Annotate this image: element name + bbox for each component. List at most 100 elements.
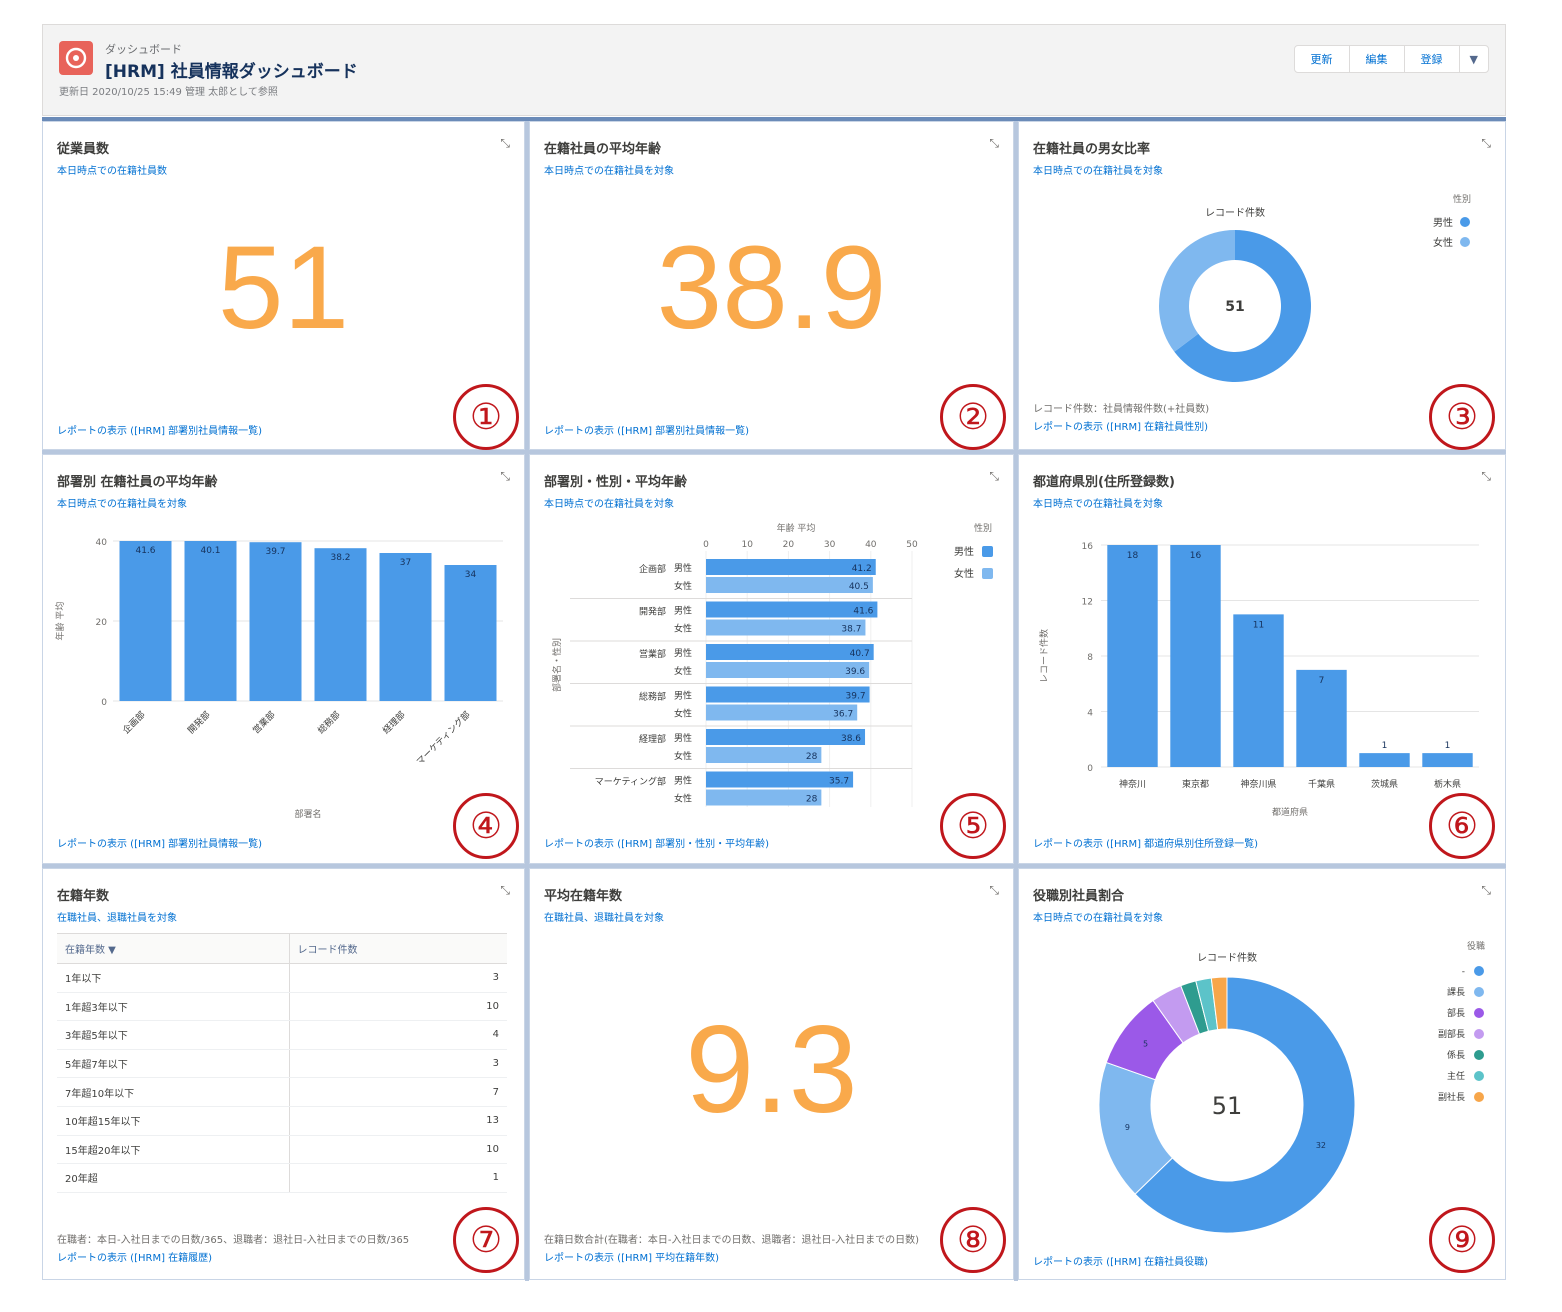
- legend-label: 男性: [1433, 216, 1453, 229]
- view-report-link[interactable]: レポートの表示 ([HRM] 部署別・性別・平均年齢): [544, 839, 770, 850]
- view-report-link[interactable]: レポートの表示 ([HRM] 部署別社員情報一覧): [57, 426, 263, 437]
- legend-swatch: [982, 568, 993, 579]
- sub-label: 男性: [674, 690, 692, 702]
- legend-dot: [1474, 1029, 1484, 1039]
- tile-subtitle: 本日時点での在籍社員を対象: [57, 499, 187, 510]
- bar-value-label: 38.2: [330, 553, 350, 563]
- table-row: 10年超15年以下 13: [57, 1106, 507, 1136]
- x-tick-label: 総務部: [315, 709, 343, 737]
- view-report-link[interactable]: レポートの表示 ([HRM] 在籍社員性別): [1033, 422, 1209, 433]
- table-row: 15年超20年以下 10: [57, 1135, 507, 1165]
- sub-label: 男性: [674, 775, 692, 787]
- tile-subtitle: 本日時点での在籍社員を対象: [1033, 913, 1163, 924]
- x-tick-label: 神奈川: [1119, 778, 1146, 790]
- view-report-link[interactable]: レポートの表示 ([HRM] 部署別社員情報一覧): [57, 839, 263, 850]
- slice-value-label: 5: [1143, 1040, 1148, 1049]
- y-axis-label: 年齢 平均: [54, 602, 66, 641]
- bar: [706, 577, 873, 593]
- donut-slice-0: [1174, 230, 1311, 382]
- table-row: 5年超7年以下 3: [57, 1049, 507, 1079]
- table-row: 20年超 1: [57, 1163, 507, 1193]
- tenure-table: 在籍年数 ▼ レコード件数 1年以下 3 1年超3年以下 10 3年超5年以下 4 5…: [57, 933, 507, 1193]
- sub-label: 女性: [674, 793, 692, 805]
- bar-value-label: 39.7: [265, 547, 285, 557]
- bar: [1296, 669, 1347, 767]
- x-tick-label: 神奈川県: [1240, 778, 1276, 790]
- legend-label: 副部長: [1438, 1028, 1465, 1040]
- refresh-button[interactable]: 更新: [1295, 46, 1350, 72]
- x-tick-label: 開発部: [185, 709, 213, 737]
- tile-subtitle: 本日時点での在籍社員を対象: [544, 499, 674, 510]
- bar: [706, 662, 870, 678]
- bar: [706, 619, 866, 636]
- y-tick-label: 8: [1087, 653, 1093, 663]
- x-tick-label: 20: [783, 540, 795, 550]
- view-report-link[interactable]: レポートの表示 ([HRM] 都道府県別住所登録一覧): [1033, 839, 1259, 850]
- view-report-link[interactable]: レポートの表示 ([HRM] 平均在籍年数): [544, 1253, 720, 1264]
- edit-button[interactable]: 編集: [1350, 46, 1405, 72]
- tile-subtitle: 本日時点での在籍社員を対象: [544, 166, 674, 177]
- row-value: 10: [289, 992, 507, 1022]
- expand-icon[interactable]: ⤡: [500, 883, 510, 897]
- column-header-count[interactable]: レコード件数: [289, 933, 507, 964]
- bar: [706, 686, 870, 703]
- category-label: 営業部: [639, 648, 666, 660]
- y-tick-label: 12: [1082, 598, 1093, 608]
- bar: [1170, 545, 1221, 767]
- bar: [706, 729, 866, 745]
- view-report-link[interactable]: レポートの表示 ([HRM] 在籍社員役職): [1033, 1257, 1209, 1268]
- annotation-badge: ④: [453, 793, 519, 859]
- more-actions-dropdown[interactable]: ▼: [1469, 52, 1478, 66]
- x-tick-label: 東京都: [1182, 778, 1209, 790]
- bar-value-label: 1: [1445, 741, 1451, 751]
- expand-icon[interactable]: ⤡: [989, 883, 999, 897]
- tile-prefecture: 都道府県別(住所登録数) 本日時点での在籍社員を対象 ⤡ 0 4 8 12 16 レコード…: [1018, 454, 1506, 864]
- expand-icon[interactable]: ⤡: [989, 136, 999, 150]
- row-label: 1年以下: [57, 963, 290, 993]
- category-label: 開発部: [639, 606, 666, 618]
- x-tick-label: 10: [741, 540, 753, 550]
- dashboard-app-icon: [59, 41, 93, 75]
- subscribe-button[interactable]: 登録: [1405, 46, 1460, 72]
- annotation-badge: ⑥: [1429, 793, 1495, 859]
- metric-value: 51: [217, 222, 350, 354]
- expand-icon[interactable]: ⤡: [1481, 883, 1491, 897]
- row-value: 3: [289, 1049, 507, 1079]
- legend-dot: [1474, 987, 1484, 997]
- row-label: 1年超3年以下: [57, 992, 290, 1022]
- header-button-group: 更新 編集 登録 ▼: [1293, 45, 1489, 73]
- bar-value-label: 16: [1190, 551, 1202, 561]
- row-value: 4: [289, 1020, 507, 1050]
- view-report-link[interactable]: レポートの表示 ([HRM] 部署別社員情報一覧): [544, 426, 750, 437]
- table-row: 3年超5年以下 4: [57, 1020, 507, 1050]
- row-label: 10年超15年以下: [57, 1106, 290, 1136]
- column-header-tenure[interactable]: 在籍年数 ▼: [57, 933, 290, 964]
- sub-label: 男性: [674, 647, 692, 659]
- sub-label: 男性: [674, 732, 692, 744]
- expand-icon[interactable]: ⤡: [1481, 469, 1491, 483]
- row-divider: [42, 450, 1506, 454]
- sub-label: 女性: [674, 750, 692, 762]
- expand-icon[interactable]: ⤡: [1481, 136, 1491, 150]
- row-value: 3: [289, 963, 507, 993]
- bar: [706, 789, 822, 806]
- expand-icon[interactable]: ⤡: [500, 469, 510, 483]
- table-header-row: 在籍年数 ▼ レコード件数: [57, 933, 507, 964]
- expand-icon[interactable]: ⤡: [500, 136, 510, 150]
- tile-title: 在籍年数: [57, 889, 110, 904]
- prefecture-bar-chart: 0 4 8 12 16 レコード件数 18 神奈川 16 東京都 11 神奈川県 7 千葉県 1 茨城県 1 栃木…: [1038, 542, 1479, 818]
- tile-title: 都道府県別(住所登録数): [1033, 475, 1175, 490]
- bar: [184, 541, 237, 701]
- legend-dot: [1474, 1092, 1484, 1102]
- expand-icon[interactable]: ⤡: [989, 469, 999, 483]
- donut-slice-0: [1134, 976, 1356, 1234]
- bar: [1422, 753, 1473, 767]
- legend-label: 係長: [1447, 1050, 1465, 1061]
- sub-label: 女性: [674, 665, 692, 677]
- column-divider: [525, 121, 529, 1281]
- view-report-link[interactable]: レポートの表示 ([HRM] 在籍履歴): [57, 1253, 213, 1264]
- header-divider: [42, 117, 1506, 121]
- tile-dept-average-age: 部署別 在籍社員の平均年齢 本日時点での在籍社員を対象 ⤡ 0 20 40 年齢 平均…: [42, 454, 525, 864]
